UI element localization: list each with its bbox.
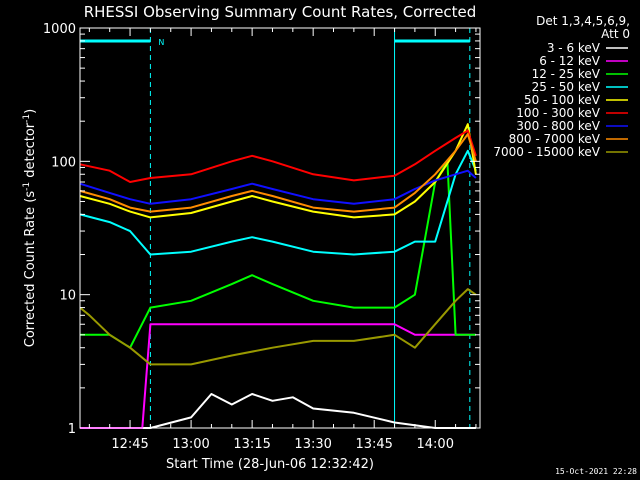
legend-label-6: 300 - 800 keV bbox=[516, 119, 600, 133]
legend-label-3: 25 - 50 keV bbox=[532, 80, 601, 94]
y-axis-label-mid: detector bbox=[23, 122, 38, 182]
legend-label-4: 50 - 100 keV bbox=[524, 93, 601, 107]
series-line-3 bbox=[79, 149, 477, 256]
legend-label-1: 6 - 12 keV bbox=[539, 54, 601, 68]
x-tick-label-4: 13:45 bbox=[355, 437, 392, 452]
y-tick-label-0: 1 bbox=[68, 422, 76, 437]
legend-label-7: 800 - 7000 keV bbox=[509, 132, 601, 146]
y-tick-label-3: 1000 bbox=[43, 22, 76, 37]
legend-label-8: 7000 - 15000 keV bbox=[493, 145, 600, 159]
series-line-6 bbox=[79, 169, 477, 205]
y-axis-label-sup1: -1 bbox=[22, 182, 32, 191]
x-tick-label-3: 13:30 bbox=[294, 437, 331, 452]
chart-title: RHESSI Observing Summary Count Rates, Co… bbox=[84, 3, 477, 21]
y-tick-label-1: 10 bbox=[59, 289, 76, 304]
x-tick-label-5: 14:00 bbox=[417, 437, 454, 452]
y-axis: 1 10 100 1000 bbox=[43, 22, 480, 437]
legend-label-2: 12 - 25 keV bbox=[532, 67, 601, 81]
legend-label-0: 3 - 6 keV bbox=[547, 41, 601, 55]
y-axis-label-sup2: -1 bbox=[22, 114, 32, 123]
series-layer bbox=[79, 123, 477, 429]
y-tick-label-2: 100 bbox=[51, 155, 76, 170]
series-line-7 bbox=[79, 133, 477, 213]
legend-header-line1: Det 1,3,4,5,6,9, bbox=[536, 14, 630, 28]
series-line-0 bbox=[80, 393, 476, 429]
legend-header-line2: Att 0 bbox=[601, 27, 630, 41]
y-axis-label-main: Corrected Count Rate (s bbox=[23, 191, 38, 348]
series-line-5 bbox=[79, 129, 477, 183]
legend-label-5: 100 - 300 keV bbox=[516, 106, 600, 120]
series-line-1 bbox=[80, 323, 476, 429]
y-axis-label-end: ) bbox=[23, 109, 38, 114]
x-axis-label: Start Time (28-Jun-06 12:32:42) bbox=[166, 457, 374, 472]
night-flag-label: N bbox=[158, 38, 164, 47]
x-tick-label-1: 13:00 bbox=[172, 437, 209, 452]
series-line-4 bbox=[79, 123, 477, 219]
x-tick-label-0: 12:45 bbox=[111, 437, 148, 452]
series-line-8 bbox=[79, 288, 477, 366]
timestamp: 15-Oct-2021 22:28 bbox=[555, 467, 637, 476]
x-tick-label-2: 13:15 bbox=[233, 437, 270, 452]
plot-frame bbox=[79, 27, 481, 429]
x-axis: 12:45 13:00 13:15 13:30 13:45 14:00 bbox=[88, 28, 477, 452]
y-axis-label: Corrected Count Rate (s-1 detector-1) bbox=[22, 109, 38, 347]
